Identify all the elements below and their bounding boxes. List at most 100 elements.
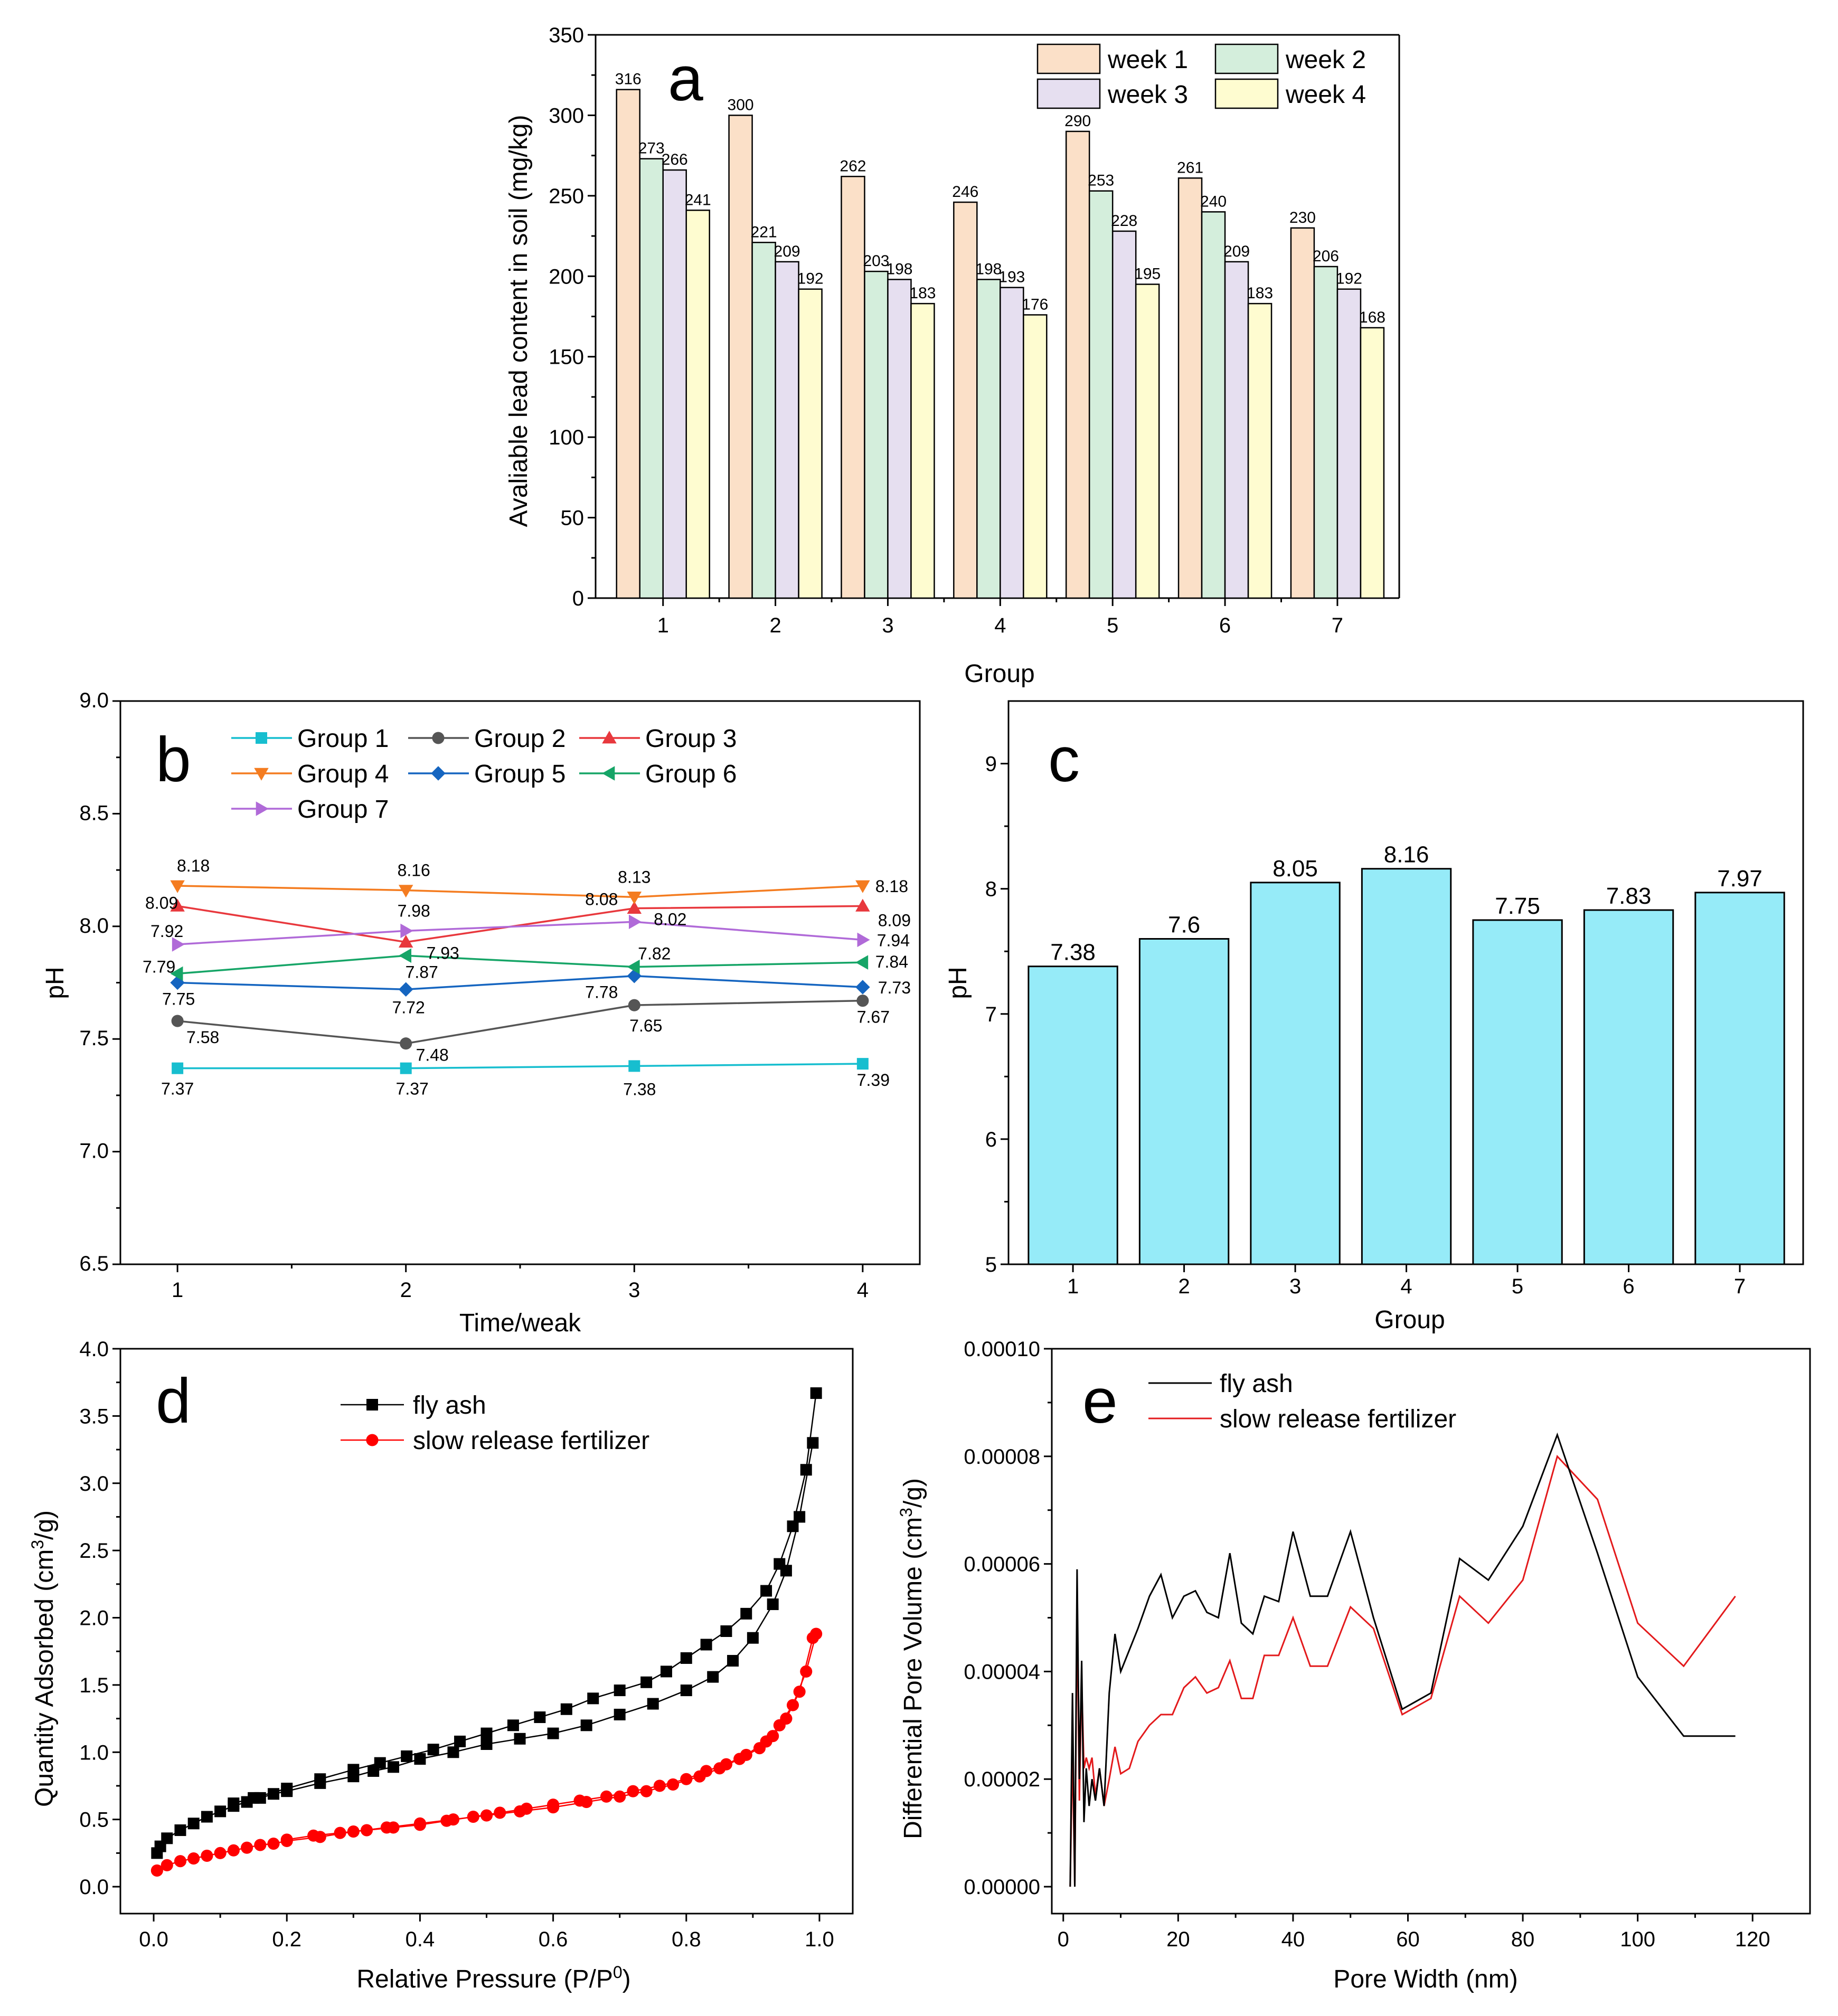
marker-slow-release-fertilizer-desorption-0 [810, 1627, 823, 1640]
legend-label-group-7: Group 7 [297, 796, 389, 824]
marker-group-6-week-1 [170, 966, 183, 981]
marker-slow-release-fertilizer-desorption-22 [307, 1829, 320, 1842]
panel-a-x-axis-title: Group [964, 660, 1034, 688]
panel-d-axes: 0.0 0.5 1.0 1.5 2.0 2.5 3.0 3.5 4.0 0.0 0.2 0.4 0.6 0… [79, 1338, 854, 1951]
marker-fly-ash-adsorption-19 [514, 1733, 526, 1745]
marker-slow-release-fertilizer-adsorption-2 [174, 1855, 187, 1868]
legend-label-week-1: week 1 [1107, 46, 1188, 74]
bar-week-4-group-3 [910, 302, 935, 599]
value-label-week-3-group-1: 266 [662, 151, 688, 168]
marker-fly-ash-adsorption-26 [727, 1655, 739, 1667]
panel-b-x-tick-label: 1 [172, 1279, 183, 1302]
marker-fly-ash-desorption-0 [810, 1387, 822, 1399]
panel-a-y-tick-label: 350 [549, 24, 584, 47]
marker-group-2-week-4 [856, 995, 869, 1007]
marker-slow-release-fertilizer-desorption-20 [360, 1824, 373, 1837]
value-label-group-4-week-4: 8.18 [875, 877, 908, 896]
panel-b-lines [170, 880, 870, 1074]
panel-d-y-tick-label: 1.5 [79, 1674, 109, 1697]
value-label-week-1-group-7: 230 [1289, 209, 1316, 226]
panel-b-axes: 6.5 7.0 7.5 8.0 8.5 9.0 1 2 3 4 [79, 689, 921, 1302]
value-label-group-1-week-3: 7.38 [623, 1080, 656, 1099]
value-label-week-1-group-2: 300 [728, 96, 754, 113]
marker-group-2-week-3 [628, 999, 640, 1011]
value-label-group-2-week-1: 7.58 [186, 1028, 219, 1047]
bar-week-1-group-3 [841, 176, 865, 599]
marker-fly-ash-adsorption-4 [187, 1818, 200, 1830]
marker-slow-release-fertilizer-desorption-3 [773, 1719, 786, 1731]
bar-group-7 [1694, 892, 1785, 1265]
value-label-week-2-group-6: 240 [1200, 193, 1227, 210]
legend-label-fly-ash: fly ash [413, 1392, 486, 1419]
panel-c-label: c [1048, 724, 1080, 795]
marker-fly-ash-desorption-17 [454, 1735, 466, 1747]
panel-b-y-tick-label: 6.5 [79, 1252, 109, 1275]
bar-week-2-group-6 [1201, 211, 1226, 599]
panel-e-y-axis-title-sup: 3 [897, 1508, 916, 1517]
bar-week-1-group-6 [1177, 177, 1203, 599]
legend-marker-fly-ash [341, 1399, 404, 1411]
panel-c-y-tick-label: 6 [985, 1128, 997, 1151]
panel-e-y-axis-title: Differential Pore Volume (cm3/g) [897, 1478, 927, 1839]
panel-b-label: b [156, 724, 191, 795]
panel-d-x-tick-label: 0.6 [539, 1928, 568, 1951]
bar-week-2-group-4 [976, 279, 1001, 599]
marker-group-3-week-1 [170, 898, 185, 912]
marker-slow-release-fertilizer-desorption-14 [520, 1802, 533, 1815]
marker-fly-ash-adsorption-25 [707, 1671, 719, 1683]
panel-d-y-axis-title-sup: 3 [28, 1540, 47, 1549]
legend-symbol-group-4 [254, 768, 269, 781]
marker-fly-ash-adsorption-30 [794, 1511, 806, 1523]
panel-c-y-tick-label: 5 [985, 1253, 997, 1276]
value-label-week-4-group-3: 183 [909, 285, 936, 302]
value-label-group-5-week-3: 7.78 [585, 983, 618, 1002]
bar-week-1-group-4 [953, 201, 978, 599]
value-label-group-5: 7.75 [1495, 893, 1540, 919]
bar-week-2-group-3 [864, 270, 889, 599]
panel-e-y-tick-label: 0.00004 [964, 1660, 1040, 1683]
marker-group-1-week-3 [628, 1060, 640, 1072]
panel-d-x-tick-label: 0.0 [139, 1928, 168, 1951]
value-label-week-2-group-5: 253 [1088, 172, 1114, 190]
bar-week-4-group-6 [1247, 302, 1273, 599]
marker-fly-ash-adsorption-17 [447, 1746, 459, 1758]
marker-group-7-week-3 [628, 914, 642, 930]
value-label-group-2-week-2: 7.48 [416, 1046, 449, 1065]
bar-group-3 [1250, 882, 1341, 1265]
value-label-group-2-week-4: 7.67 [857, 1008, 890, 1027]
panel-e-lines [1069, 1432, 1736, 1887]
panel-e-x-tick-label: 120 [1735, 1928, 1770, 1951]
legend-symbol-fly-ash [366, 1399, 378, 1411]
marker-fly-ash-desorption-14 [534, 1711, 546, 1724]
marker-slow-release-fertilizer-adsorption-6 [227, 1844, 240, 1857]
panel-c-x-tick-label: 3 [1289, 1275, 1301, 1298]
marker-group-5-week-4 [855, 980, 870, 995]
panel-c-value-labels: 7.38 7.6 8.05 8.16 7.75 7.83 7.97 [1050, 842, 1762, 966]
bar-week-4-group-2 [798, 288, 823, 599]
panel-d-lines [150, 1387, 823, 1877]
marker-fly-ash-adsorption-16 [414, 1753, 426, 1765]
marker-fly-ash-adsorption-23 [647, 1698, 659, 1710]
marker-group-3-week-4 [855, 898, 870, 912]
value-label-week-1-group-6: 261 [1177, 159, 1203, 176]
value-label-week-2-group-3: 203 [863, 252, 889, 270]
bar-week-1-group-1 [616, 89, 640, 599]
panel-e-x-tick-label: 40 [1281, 1928, 1305, 1951]
panel-c-y-tick-label: 7 [985, 1003, 997, 1026]
marker-group-2-week-2 [400, 1037, 412, 1050]
panel-c-x-tick-label: 2 [1178, 1275, 1190, 1298]
panel-d-isotherm-chart: 0.0 0.5 1.0 1.5 2.0 2.5 3.0 3.5 4.0 0.0 0.2 0.4 0.6 0… [28, 1338, 854, 1993]
panel-b-x-tick-label: 3 [628, 1279, 640, 1302]
marker-slow-release-fertilizer-desorption-2 [786, 1699, 799, 1711]
marker-slow-release-fertilizer-desorption-8 [680, 1773, 693, 1785]
value-label-week-4-group-7: 168 [1359, 309, 1385, 326]
marker-slow-release-fertilizer-desorption-5 [740, 1748, 752, 1761]
panel-b-y-tick-label: 7.0 [79, 1140, 109, 1163]
value-label-week-3-group-4: 193 [998, 269, 1025, 286]
marker-slow-release-fertilizer-desorption-13 [547, 1799, 560, 1811]
marker-slow-release-fertilizer-desorption-23 [280, 1833, 293, 1846]
panel-d-y-axis-title-end: /g) [31, 1510, 59, 1540]
panel-b-x-tick-label: 2 [400, 1279, 412, 1302]
value-label-group-3-week-3: 8.08 [585, 890, 618, 909]
